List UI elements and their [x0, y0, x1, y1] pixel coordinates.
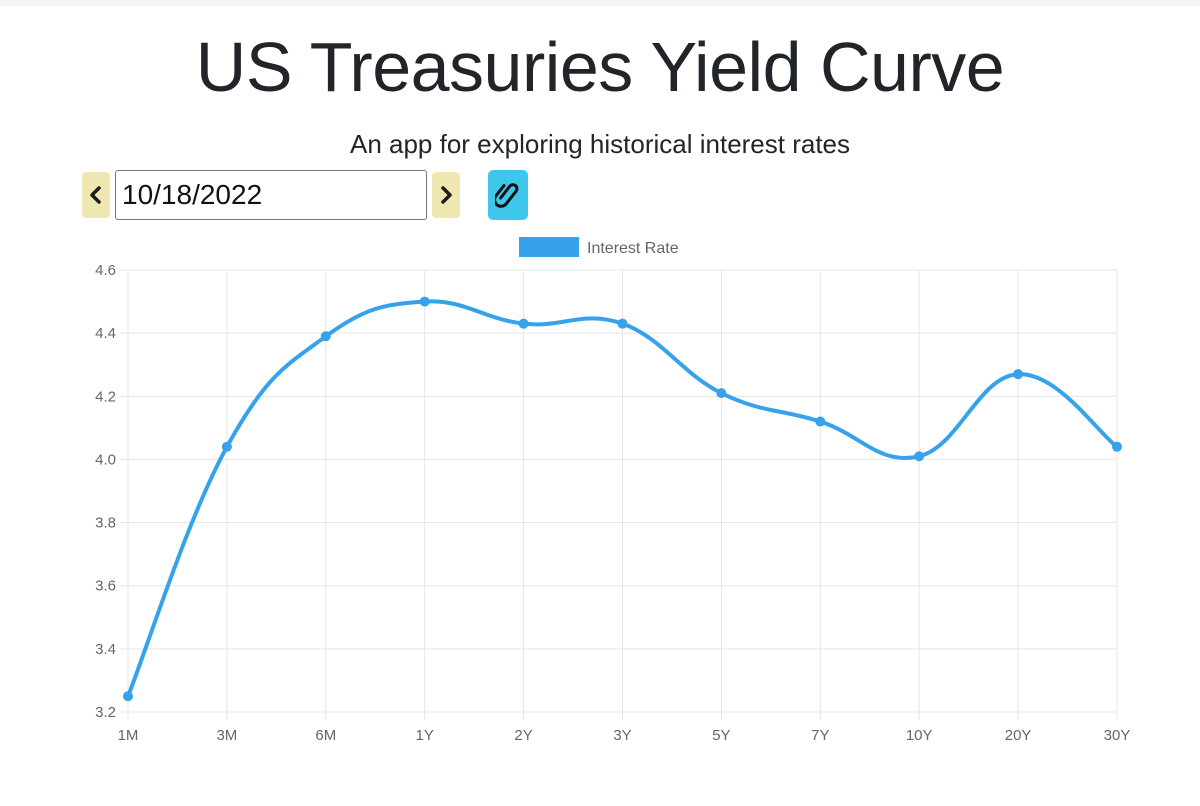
- x-tick-label: 3M: [216, 727, 237, 744]
- chevron-right-icon: [441, 186, 452, 204]
- data-point-2Y[interactable]: [518, 318, 529, 329]
- page-subtitle: An app for exploring historical interest…: [349, 129, 851, 159]
- data-point-20Y[interactable]: [1013, 369, 1024, 380]
- y-tick-label: 4.0: [95, 451, 116, 468]
- series-line-interest-rate: [126, 299, 1119, 699]
- y-tick-label: 3.6: [95, 578, 116, 595]
- data-point-6M[interactable]: [320, 331, 331, 342]
- y-tick-label: 4.6: [95, 262, 116, 279]
- legend-swatch: [519, 237, 579, 257]
- data-point-3Y[interactable]: [617, 318, 628, 329]
- chart-canvas: 4.6 4.4 4.2 4.0 3.8 3.6 3.4 3.21M 3M 6M 1Y 2Y 3Y 5Y 7Y…: [95, 237, 1131, 744]
- x-tick-label: 5Y: [712, 727, 730, 744]
- page-title: US Treasuries Yield Curve: [195, 28, 1005, 106]
- date-input[interactable]: [115, 170, 427, 220]
- x-tick-label: 6M: [315, 727, 336, 744]
- y-tick-label: 4.4: [95, 325, 116, 342]
- data-point-1Y[interactable]: [419, 296, 430, 307]
- x-tick-label: 10Y: [906, 727, 933, 744]
- data-point-10Y[interactable]: [914, 451, 925, 462]
- previous-date-button[interactable]: [82, 172, 110, 218]
- data-point-7Y[interactable]: [815, 416, 826, 427]
- y-tick-label: 3.2: [95, 704, 116, 721]
- next-date-button[interactable]: [432, 172, 460, 218]
- copy-link-button[interactable]: [488, 170, 528, 220]
- x-tick-label: 2Y: [514, 727, 532, 744]
- x-tick-label: 3Y: [613, 727, 631, 744]
- data-point-30Y[interactable]: [1112, 441, 1122, 452]
- top-strip: [0, 0, 1200, 6]
- x-tick-label: 7Y: [811, 727, 829, 744]
- y-tick-label: 4.2: [95, 388, 116, 405]
- x-tick-label: 30Y: [1104, 727, 1131, 744]
- date-controls: [82, 170, 542, 220]
- data-point-3M[interactable]: [221, 441, 232, 452]
- y-tick-label: 3.4: [95, 641, 116, 658]
- data-point-5Y[interactable]: [716, 388, 727, 399]
- x-tick-label: 1Y: [416, 727, 434, 744]
- legend-label: Interest Rate: [587, 240, 679, 257]
- y-tick-label: 3.8: [95, 515, 116, 532]
- data-point-1M[interactable]: [123, 691, 133, 702]
- paperclip-icon: [495, 183, 519, 208]
- x-tick-label: 20Y: [1005, 727, 1032, 744]
- chevron-left-icon: [90, 186, 101, 204]
- x-tick-label: 1M: [118, 727, 139, 744]
- legend[interactable]: Interest Rate: [519, 237, 679, 257]
- yield-curve-chart: 4.6 4.4 4.2 4.0 3.8 3.6 3.4 3.2 1M 3M 6M 1Y 2Y 3Y 5Y 7Y…: [0, 230, 1200, 806]
